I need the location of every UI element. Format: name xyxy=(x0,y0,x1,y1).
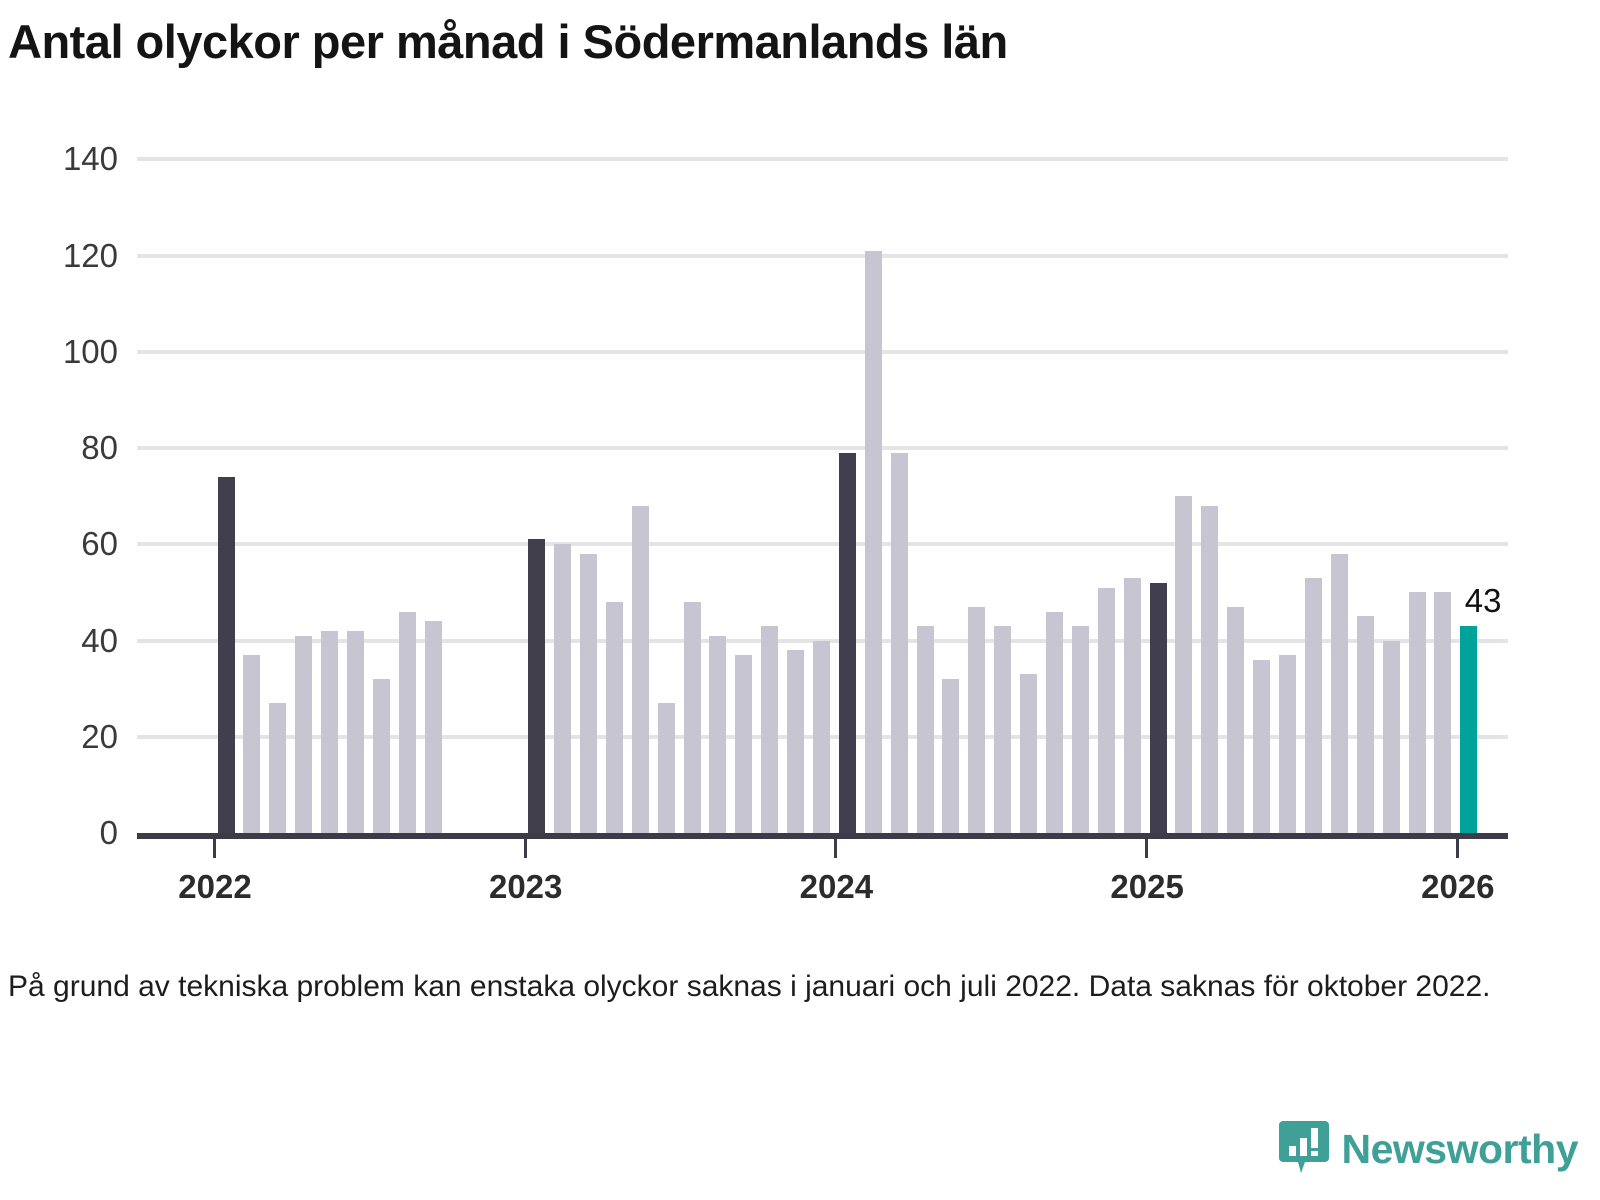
bar[interactable] xyxy=(1304,577,1322,833)
bar[interactable] xyxy=(554,544,572,833)
bar[interactable] xyxy=(994,626,1012,833)
bar[interactable] xyxy=(1408,592,1426,833)
x-axis-tick xyxy=(1455,839,1459,858)
gridline xyxy=(137,157,1508,162)
bar[interactable] xyxy=(346,630,364,833)
bar[interactable] xyxy=(1382,640,1400,833)
bar[interactable] xyxy=(372,679,390,833)
bar[interactable] xyxy=(657,703,675,833)
logo-wordmark: Newsworthy xyxy=(1341,1126,1579,1172)
x-axis-tick xyxy=(213,839,216,858)
bar[interactable] xyxy=(735,654,753,833)
bar[interactable] xyxy=(1175,496,1193,833)
bar[interactable] xyxy=(761,626,779,833)
bar[interactable] xyxy=(1149,582,1167,833)
bar[interactable] xyxy=(1279,654,1297,833)
gridline xyxy=(137,253,1508,258)
bar[interactable] xyxy=(864,250,882,833)
bar[interactable] xyxy=(217,476,235,833)
y-axis-tick-label: 0 xyxy=(99,814,118,851)
bar[interactable] xyxy=(424,621,442,833)
bar[interactable] xyxy=(709,635,727,833)
y-axis-tick-label: 120 xyxy=(62,236,118,274)
y-axis-tick-label: 60 xyxy=(81,525,118,563)
gridline xyxy=(137,349,1508,354)
bar[interactable] xyxy=(1097,587,1115,833)
bar[interactable] xyxy=(968,606,986,833)
x-axis-tick-label: 2026 xyxy=(1421,868,1495,905)
bar[interactable] xyxy=(1123,577,1141,833)
bar[interactable] xyxy=(1201,505,1219,833)
bar[interactable] xyxy=(321,630,339,833)
bar-chart: 0 20 40 60 80 100 120 140 43 2022 2023 2024 2025 2026 xyxy=(0,120,1600,905)
bar[interactable] xyxy=(1253,659,1271,833)
bar-chart-speech-bubble-icon xyxy=(1278,1119,1329,1180)
x-axis-tick-label: 2022 xyxy=(178,868,252,905)
x-axis-line xyxy=(137,833,1508,839)
x-axis-tick xyxy=(523,839,527,858)
y-axis-tick-label: 140 xyxy=(62,140,118,178)
page-title: Antal olyckor per månad i Södermanlands … xyxy=(8,15,1008,68)
bar[interactable] xyxy=(890,452,908,833)
bar[interactable] xyxy=(1434,592,1452,833)
x-axis-tick-label: 2023 xyxy=(488,868,563,905)
bar[interactable] xyxy=(295,635,313,833)
y-axis-tick-label: 20 xyxy=(81,717,118,755)
y-axis-tick-label: 100 xyxy=(62,332,118,370)
x-axis-tick xyxy=(1145,839,1149,858)
bar[interactable] xyxy=(1020,674,1038,833)
bar[interactable] xyxy=(1460,626,1478,833)
bar[interactable] xyxy=(1071,626,1089,833)
x-axis-tick-label: 2024 xyxy=(799,868,874,905)
y-axis-tick-label: 40 xyxy=(81,621,118,659)
bar[interactable] xyxy=(813,640,830,833)
bar[interactable] xyxy=(398,611,416,833)
bar-value-label: 43 xyxy=(1464,582,1502,620)
bar[interactable] xyxy=(916,626,934,833)
bar[interactable] xyxy=(243,654,261,833)
bar[interactable] xyxy=(1356,616,1374,833)
gridline xyxy=(137,542,1508,547)
newsworthy-logo: Newsworthy xyxy=(1278,1119,1579,1180)
bar[interactable] xyxy=(1227,606,1245,833)
bar[interactable] xyxy=(528,539,546,833)
bar[interactable] xyxy=(269,703,287,833)
bar[interactable] xyxy=(942,679,960,833)
x-axis-tick-label: 2025 xyxy=(1110,868,1184,905)
y-axis-tick-label: 80 xyxy=(81,429,118,466)
bar[interactable] xyxy=(605,602,623,833)
x-axis-tick xyxy=(834,839,838,858)
bar[interactable] xyxy=(838,452,856,833)
bar[interactable] xyxy=(683,602,701,833)
bar[interactable] xyxy=(631,505,649,833)
gridline xyxy=(137,446,1508,450)
bar[interactable] xyxy=(579,553,597,833)
chart-footnote: På grund av tekniska problem kan enstaka… xyxy=(8,970,1491,1003)
bar[interactable] xyxy=(1046,611,1064,833)
bar[interactable] xyxy=(787,650,805,833)
bar[interactable] xyxy=(1330,553,1348,833)
